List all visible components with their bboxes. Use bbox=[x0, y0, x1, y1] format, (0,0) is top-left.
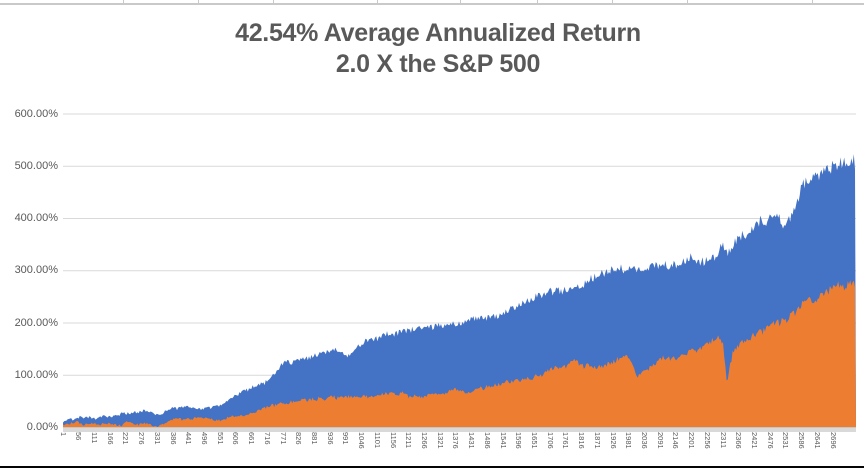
spreadsheet-column-border bbox=[377, 0, 378, 4]
blue-area-series bbox=[63, 154, 856, 428]
x-axis-label: 771 bbox=[278, 432, 288, 445]
x-axis-label: 1 bbox=[58, 432, 68, 437]
x-axis-label: 1376 bbox=[451, 432, 461, 449]
x-axis-label: 1871 bbox=[592, 432, 602, 449]
x-axis-label: 2421 bbox=[750, 432, 760, 449]
spreadsheet-column-border bbox=[537, 0, 538, 4]
x-axis-label: 1761 bbox=[561, 432, 571, 449]
x-axis-label: 1431 bbox=[467, 432, 477, 449]
x-axis-label: 1541 bbox=[498, 432, 508, 449]
spreadsheet-column-border bbox=[460, 0, 461, 4]
chart-title-line1: 42.54% Average Annualized Return bbox=[235, 19, 641, 47]
x-axis-label: 1596 bbox=[514, 432, 524, 449]
x-axis-label: 166 bbox=[105, 432, 115, 445]
orange-area-series bbox=[63, 280, 856, 428]
y-axis-label: 300.00% bbox=[14, 264, 58, 277]
x-axis-label: 1981 bbox=[624, 432, 634, 449]
x-axis-label: 2256 bbox=[702, 432, 712, 449]
chart-title: 42.54% Average Annualized Return 2.0 X t… bbox=[12, 18, 864, 80]
x-axis-label: 991 bbox=[341, 432, 351, 445]
x-axis-label: 1211 bbox=[404, 432, 414, 449]
chart-title-line2: 2.0 X the S&P 500 bbox=[335, 50, 541, 78]
x-axis-label: 2036 bbox=[640, 432, 650, 449]
y-axis-label: 600.00% bbox=[14, 107, 58, 120]
x-axis-label: 2586 bbox=[797, 432, 807, 449]
x-axis-label: 276 bbox=[137, 432, 147, 445]
spreadsheet-column-border bbox=[687, 0, 688, 4]
x-axis-label: 1321 bbox=[435, 432, 445, 449]
x-axis-label: 881 bbox=[309, 432, 319, 445]
x-axis-label: 551 bbox=[215, 432, 225, 445]
x-axis-label: 2366 bbox=[734, 432, 744, 449]
y-axis-label: 400.00% bbox=[14, 212, 58, 224]
x-axis-label: 331 bbox=[152, 432, 162, 445]
x-axis-label: 221 bbox=[121, 432, 131, 445]
x-axis-label: 2476 bbox=[765, 432, 775, 449]
x-axis-label: 441 bbox=[184, 432, 194, 445]
x-axis-label: 606 bbox=[231, 432, 241, 445]
y-axis-label: 0.00% bbox=[26, 421, 58, 433]
x-axis-label: 1486 bbox=[482, 432, 492, 449]
spreadsheet-row-border bbox=[0, 3, 864, 5]
x-axis-label: 1266 bbox=[419, 432, 429, 449]
y-axis-label: 500.00% bbox=[14, 159, 58, 172]
spreadsheet-column-border bbox=[198, 0, 199, 4]
spreadsheet-column-border bbox=[612, 0, 613, 4]
x-axis-label: 1101 bbox=[372, 432, 382, 449]
x-axis-label: 56 bbox=[74, 432, 84, 441]
x-axis-label: 1926 bbox=[608, 432, 618, 449]
x-axis-label: 661 bbox=[247, 432, 257, 445]
spreadsheet-column-border bbox=[812, 0, 813, 4]
x-axis-label: 386 bbox=[168, 432, 178, 445]
x-axis-label: 1046 bbox=[357, 432, 367, 449]
x-axis-label: 2531 bbox=[781, 432, 791, 449]
x-axis-label: 1156 bbox=[388, 432, 398, 449]
x-axis-label: 1706 bbox=[545, 432, 555, 449]
x-axis-label: 2201 bbox=[687, 432, 697, 449]
x-axis-label: 2091 bbox=[655, 432, 665, 449]
x-axis-label: 716 bbox=[262, 432, 272, 445]
x-axis-label: 111 bbox=[89, 432, 99, 444]
x-axis-label: 936 bbox=[325, 432, 335, 445]
x-axis-label: 1651 bbox=[530, 432, 539, 449]
x-axis-label: 2641 bbox=[812, 432, 822, 449]
x-axis-label: 2311 bbox=[718, 432, 728, 449]
x-axis-label: 826 bbox=[294, 432, 304, 445]
y-axis-label: 200.00% bbox=[14, 316, 58, 329]
x-axis-label: 496 bbox=[199, 432, 209, 445]
x-axis-band bbox=[63, 427, 856, 432]
window-bottom-edge bbox=[0, 465, 864, 468]
x-axis-label: 1816 bbox=[577, 432, 587, 449]
x-axis-label: 2696 bbox=[828, 432, 838, 449]
spreadsheet-column-border bbox=[123, 0, 124, 4]
x-axis-label: 2146 bbox=[671, 432, 681, 449]
y-axis-label: 100.00% bbox=[14, 368, 58, 381]
spreadsheet-column-border bbox=[273, 0, 274, 4]
